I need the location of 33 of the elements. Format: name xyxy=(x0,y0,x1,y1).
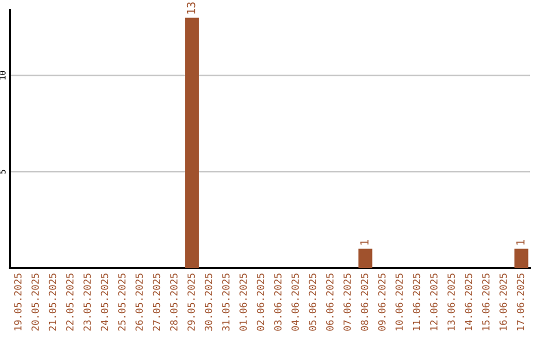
data-label: 1 xyxy=(360,240,368,245)
x-tick-label: 31.05.2025 xyxy=(222,274,230,331)
data-label: 1 xyxy=(516,240,524,245)
x-tick-label: 09.06.2025 xyxy=(378,274,386,331)
x-tick-label: 29.05.2025 xyxy=(187,274,195,331)
x-tick-label: 08.06.2025 xyxy=(360,274,368,331)
x-tick-label: 26.05.2025 xyxy=(135,274,143,331)
x-tick-label: 22.05.2025 xyxy=(66,274,74,331)
x-tick-label: 04.06.2025 xyxy=(291,274,299,331)
x-tick-label: 24.05.2025 xyxy=(100,274,108,331)
x-tick-label: 28.05.2025 xyxy=(170,274,178,331)
x-tick-label: 23.05.2025 xyxy=(83,274,91,331)
x-tick-label: 16.06.2025 xyxy=(499,274,507,330)
x-tick-label: 27.05.2025 xyxy=(152,274,160,331)
x-tick-label: 14.06.2025 xyxy=(464,274,472,330)
x-tick-label: 12.06.2025 xyxy=(430,274,438,330)
x-tick-label: 10.06.2025 xyxy=(395,274,403,330)
x-tick-label: 20.05.2025 xyxy=(31,274,39,331)
x-tick-label: 03.06.2025 xyxy=(274,274,282,331)
x-tick-label: 21.05.2025 xyxy=(48,274,56,331)
x-tick-label: 11.06.2025 xyxy=(412,274,420,330)
x-tick-label: 05.06.2025 xyxy=(308,274,316,331)
x-tick-label: 19.05.2025 xyxy=(14,274,22,330)
x-tick-label: 07.06.2025 xyxy=(343,274,351,331)
x-tick-label: 02.06.2025 xyxy=(256,274,264,331)
x-tick-label: 15.06.2025 xyxy=(482,274,490,330)
x-tick-label: 25.05.2025 xyxy=(118,274,126,331)
x-tick-label: 06.06.2025 xyxy=(326,274,334,331)
x-tick-label: 13.06.2025 xyxy=(447,274,455,330)
x-tick-label: 30.05.2025 xyxy=(204,274,212,331)
x-tick-label: 17.06.2025 xyxy=(516,274,524,330)
data-label: 13 xyxy=(186,2,196,14)
x-tick-label: 01.06.2025 xyxy=(239,274,247,331)
